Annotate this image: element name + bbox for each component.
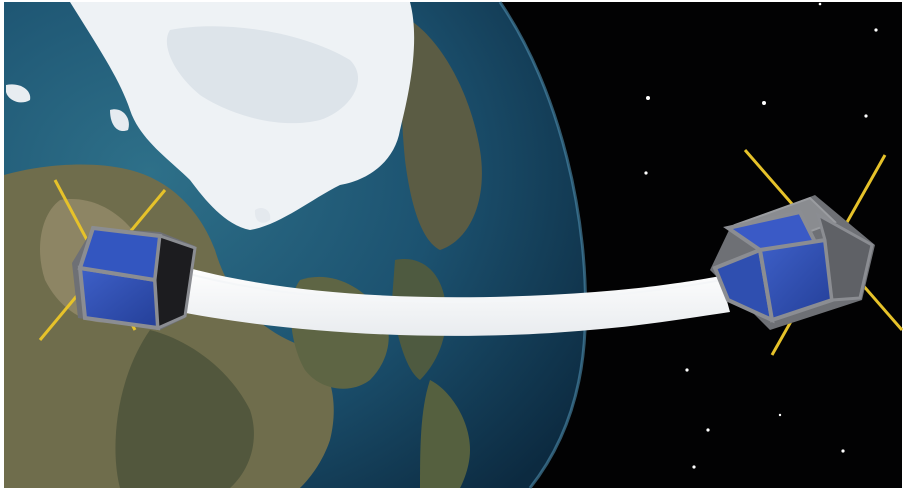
cubesat-left: [38, 179, 197, 341]
starfield: [644, 2, 878, 469]
cubesat-right: [710, 149, 904, 356]
tether: [170, 265, 730, 336]
